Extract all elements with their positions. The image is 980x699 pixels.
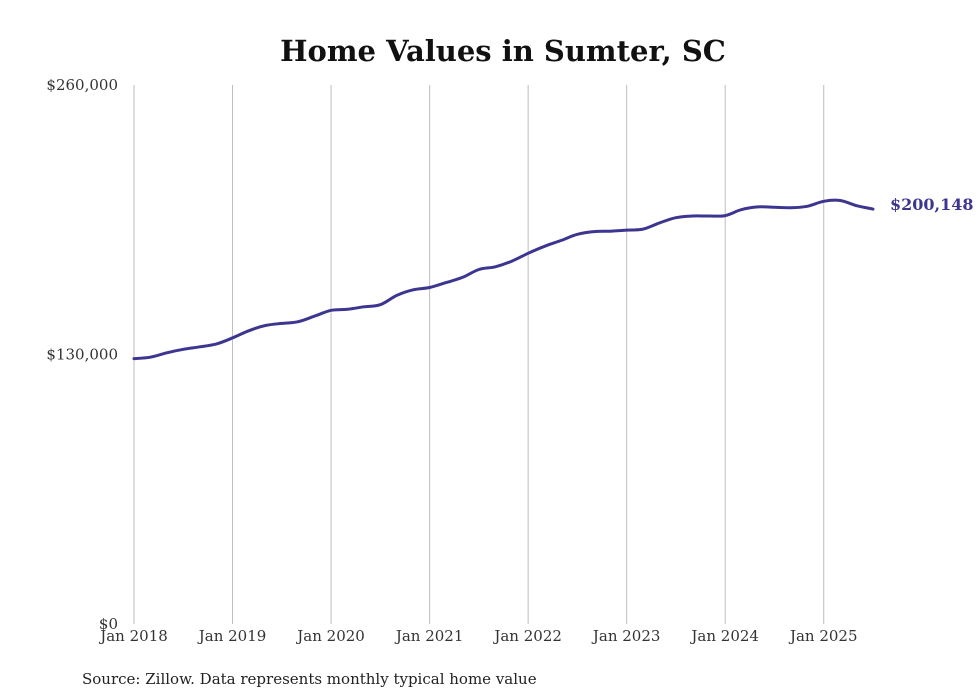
end-value-label: $200,148 [890,195,974,214]
home-value-series-line [132,198,875,361]
x-tick-label: Jan 2018 [98,627,168,645]
y-tick-label: $130,000 [46,346,118,364]
x-tick-label: Jan 2024 [689,627,759,645]
y-axis-ticks: $0 $130,000 $260,000 [46,76,118,633]
source-note: Source: Zillow. Data represents monthly … [82,670,537,688]
x-tick-label: Jan 2020 [295,627,365,645]
chart-title: Home Values in Sumter, SC [280,34,726,68]
x-tick-label: Jan 2021 [394,627,464,645]
y-tick-label: $260,000 [46,76,118,94]
y-tick-label: $0 [99,615,118,633]
gridlines [133,85,825,624]
x-tick-label: Jan 2019 [197,627,267,645]
x-tick-label: Jan 2025 [788,627,858,645]
x-tick-label: Jan 2023 [591,627,661,645]
x-tick-label: Jan 2022 [492,627,562,645]
x-axis-ticks: Jan 2018 Jan 2019 Jan 2020 Jan 2021 Jan 2022… [98,627,857,645]
